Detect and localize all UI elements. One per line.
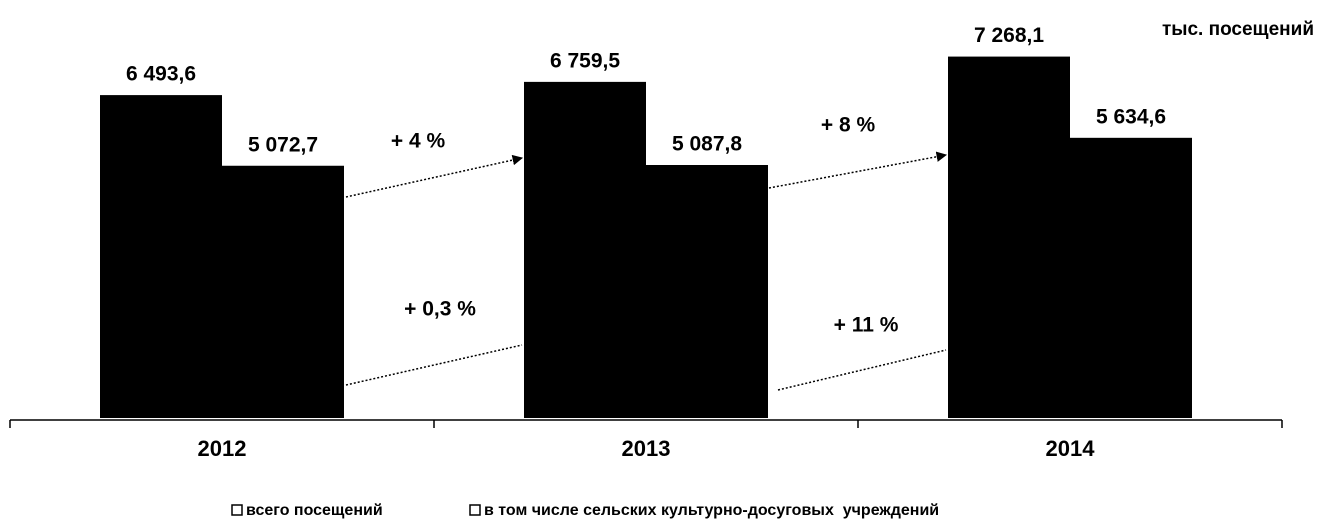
data-label: 5 634,6 [1096,105,1166,128]
legend-swatch [231,504,243,516]
bar [1070,137,1192,418]
data-label: 6 493,6 [126,63,196,86]
data-label: 5 072,7 [248,133,318,156]
data-label: 5 087,8 [672,133,742,156]
data-label: 6 759,5 [550,49,620,72]
bar [524,81,646,418]
arrow [345,344,523,386]
annotation: + 11 % [834,314,899,337]
x-tick-label: 2012 [198,436,247,461]
legend-label: в том числе сельских культурно-досуговых… [484,502,939,519]
arrow [345,154,524,198]
bar [948,56,1070,418]
unit-label: тыс. посещений [1162,19,1314,40]
annotation: + 0,3 % [404,298,476,321]
legend-swatch [469,504,481,516]
bar [100,95,222,419]
arrow [777,349,947,391]
annotation: + 4 % [391,130,446,153]
x-tick-label: 2013 [622,436,671,461]
data-label: 7 268,1 [974,24,1044,47]
arrow [768,151,948,189]
x-tick-label: 2014 [1046,436,1096,461]
arrows [345,151,948,391]
bar [222,165,344,418]
annotation: + 8 % [821,114,876,137]
bar [646,165,768,418]
legend-label: всего посещений [246,502,383,519]
